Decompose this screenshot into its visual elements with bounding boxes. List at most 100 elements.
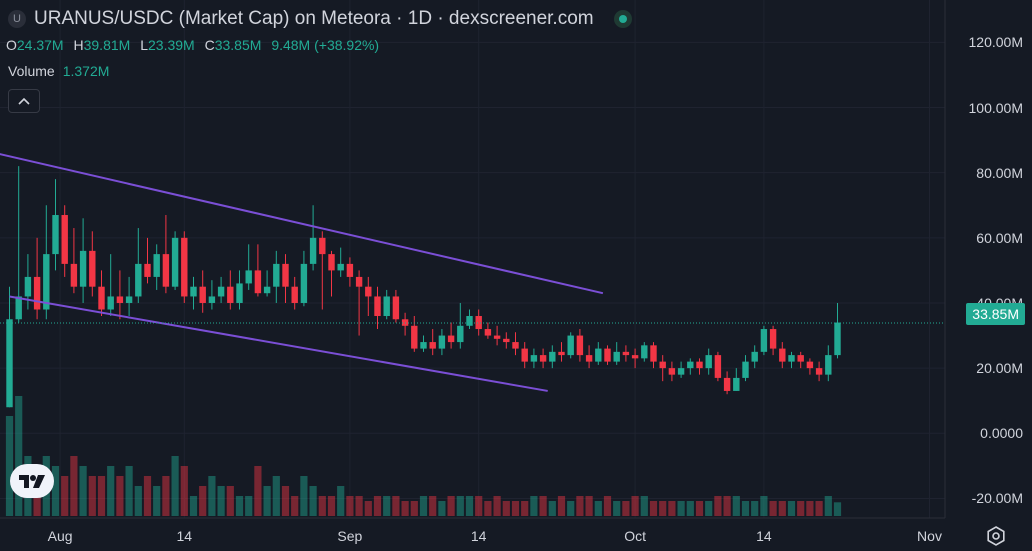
symbol-badge[interactable]: U	[8, 10, 26, 28]
volume-legend: Volume 1.372M	[8, 63, 109, 79]
candle-body	[346, 263, 354, 277]
candle	[595, 342, 602, 365]
volume-bar	[705, 501, 713, 516]
candle-body	[15, 296, 22, 320]
candle	[834, 302, 841, 359]
candle	[521, 342, 528, 369]
volume-bar	[668, 501, 676, 516]
candle-body	[585, 355, 593, 362]
live-status-icon	[613, 10, 632, 28]
volume-bar	[226, 486, 234, 516]
candle-body	[493, 335, 501, 339]
candle-body	[705, 355, 712, 369]
candle	[659, 355, 666, 382]
candle-body	[604, 348, 611, 362]
candle-body	[208, 296, 216, 303]
gear-icon[interactable]	[986, 526, 1006, 546]
volume-bar	[107, 466, 115, 516]
candle-body	[723, 377, 731, 391]
candle-body	[512, 342, 519, 349]
low-label: L	[140, 37, 148, 53]
volume-bar	[180, 466, 188, 516]
volume-bar	[254, 466, 262, 516]
volume-bar	[833, 502, 842, 516]
volume-bar	[272, 476, 280, 516]
volume-bar	[778, 501, 786, 516]
candle-body	[328, 254, 335, 271]
tradingview-logo[interactable]	[10, 464, 54, 498]
time-tick-label: Oct	[624, 528, 646, 544]
volume-bar	[576, 496, 584, 516]
candle	[779, 342, 786, 369]
candle-body	[33, 276, 41, 310]
candle-body	[411, 325, 418, 349]
candle	[622, 345, 630, 362]
volume-bar	[125, 466, 133, 516]
candle	[52, 179, 59, 271]
volume-bar	[346, 496, 354, 516]
candle	[411, 316, 418, 352]
candle-body	[484, 329, 492, 336]
volume-histogram	[5, 396, 842, 516]
candle-body	[70, 263, 78, 287]
volume-bar	[309, 486, 317, 516]
candle	[484, 322, 492, 339]
volume-bar	[51, 466, 60, 516]
volume-bar	[61, 476, 69, 516]
tradingview-logo-icon	[19, 475, 45, 488]
volume-bar	[337, 486, 345, 516]
candle-body	[797, 355, 804, 362]
volume-bar	[465, 496, 474, 516]
volume-bar	[355, 496, 363, 516]
candle	[668, 361, 676, 382]
volume-label: Volume	[8, 63, 55, 79]
volume-bar	[613, 501, 621, 516]
candle	[263, 270, 271, 297]
candle	[677, 361, 685, 378]
candle	[650, 342, 657, 369]
candle	[291, 276, 298, 310]
candle-body	[733, 377, 740, 391]
candle	[723, 371, 731, 395]
price-candles	[6, 166, 841, 408]
price-tick-label: 120.00M	[968, 34, 1023, 51]
price-tick-label: 60.00M	[976, 229, 1023, 246]
chevron-up-icon	[18, 97, 30, 105]
candle	[742, 355, 749, 382]
volume-bar	[134, 486, 142, 516]
candle	[181, 231, 188, 303]
candle	[788, 351, 795, 369]
candle	[733, 368, 740, 391]
candle	[135, 228, 142, 303]
volume-bar	[88, 476, 96, 516]
candle-body	[696, 361, 703, 369]
candle	[512, 332, 519, 356]
candle-body	[466, 316, 473, 326]
volume-bar	[640, 496, 648, 516]
candle	[355, 270, 363, 336]
volume-bar	[484, 501, 492, 516]
time-tick-label: 14	[470, 528, 487, 544]
candle-body	[107, 296, 114, 310]
candle-body	[521, 348, 528, 362]
volume-bar	[806, 501, 814, 516]
volume-bar	[15, 396, 23, 516]
candle	[530, 348, 538, 369]
candle	[549, 345, 556, 369]
collapse-legend-button[interactable]	[8, 89, 40, 113]
price-grid	[0, 0, 945, 518]
volume-bar	[263, 486, 271, 516]
candle	[438, 329, 446, 356]
volume-bar	[97, 476, 106, 516]
candle-body	[52, 215, 59, 255]
volume-bar	[686, 501, 694, 516]
candle-body	[181, 237, 188, 297]
volume-bar	[300, 476, 308, 516]
volume-bar	[373, 496, 382, 516]
time-tick-label: Aug	[47, 528, 73, 544]
volume-bar	[70, 456, 78, 516]
change-value: 9.48M (+38.92%)	[271, 37, 380, 53]
open-label: O	[6, 37, 17, 53]
volume-bar	[171, 456, 179, 516]
